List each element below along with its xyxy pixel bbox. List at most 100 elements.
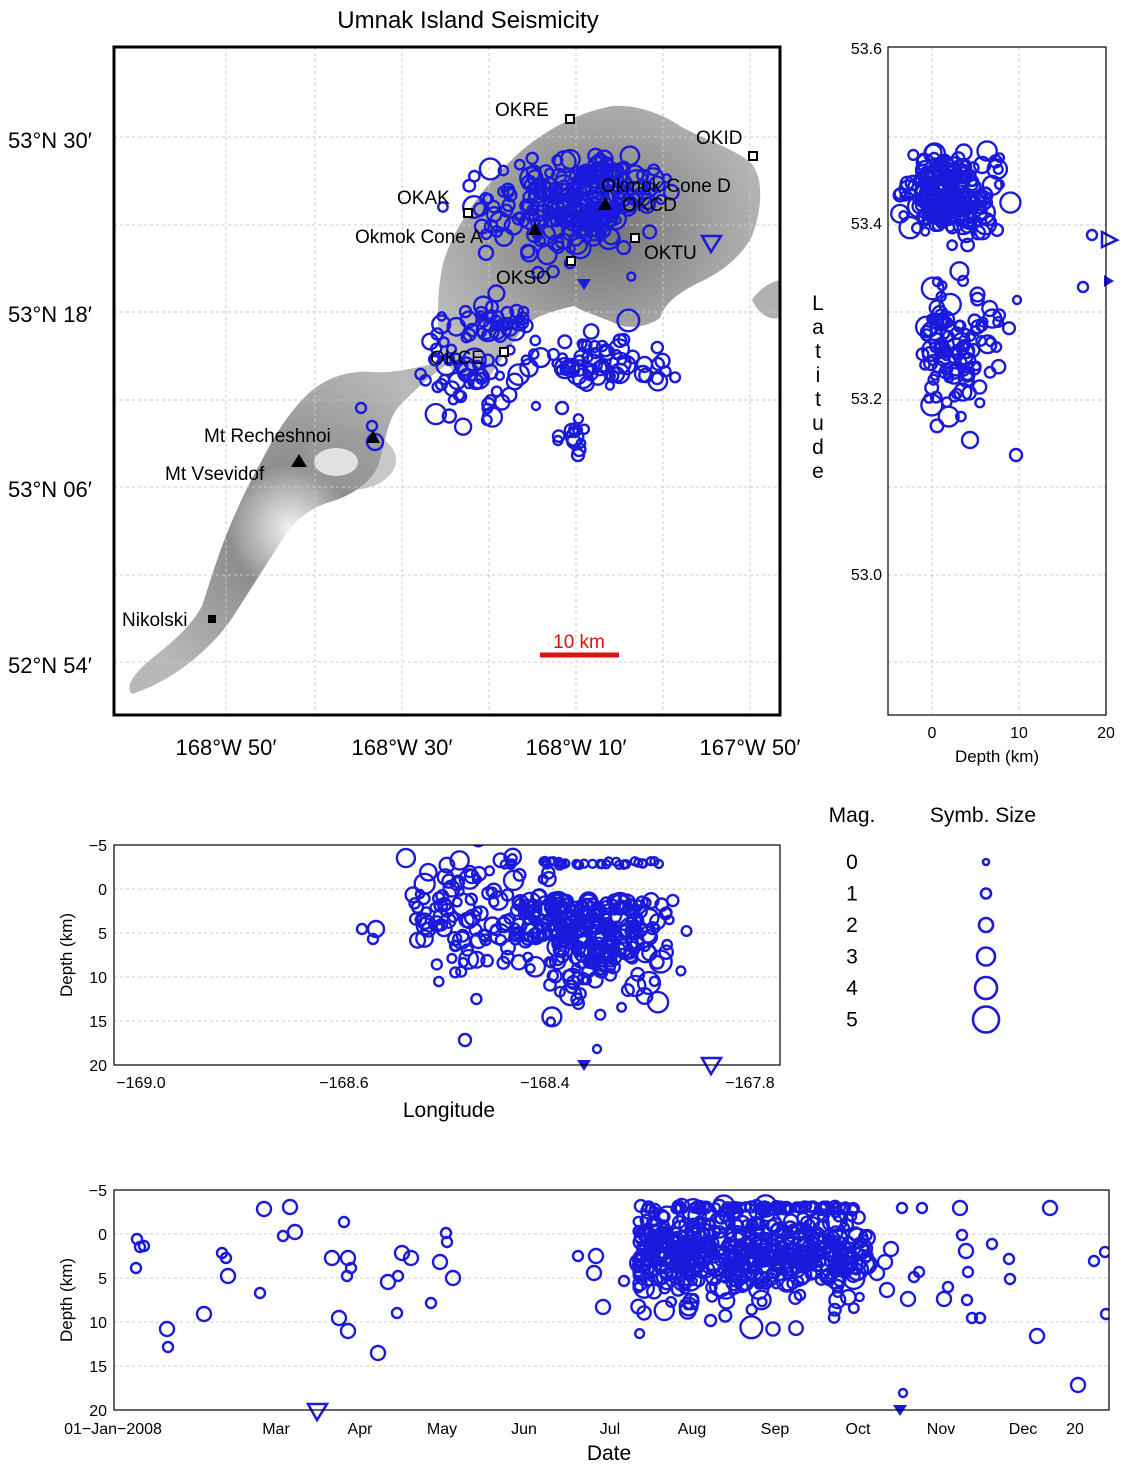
lat-depth-event xyxy=(914,172,929,187)
lon-depth-event xyxy=(483,865,496,877)
map-event-okmok xyxy=(603,207,627,231)
date-depth-event xyxy=(1028,1327,1046,1345)
lon-depth-event xyxy=(449,850,470,871)
lon-depth-event xyxy=(508,922,521,935)
lat-depth-event xyxy=(915,153,936,173)
lon-depth-event xyxy=(625,936,639,950)
date-depth-event xyxy=(585,1264,603,1282)
map-event-southwest xyxy=(481,402,494,415)
map-event-southeast xyxy=(553,356,577,380)
date-depth-event xyxy=(777,1201,792,1216)
lat-depth-event xyxy=(931,206,949,224)
date-xtick: Jul xyxy=(600,1421,620,1438)
map-event-southeast xyxy=(598,344,616,362)
map-event-southwest xyxy=(510,316,526,332)
lon-depth-event xyxy=(526,927,545,946)
date-depth-event xyxy=(630,1298,647,1315)
date-depth-event xyxy=(219,1251,233,1265)
date-depth-event xyxy=(745,1303,758,1316)
lon-ytick-3: 5 xyxy=(98,926,107,943)
date-depth-event xyxy=(915,1201,929,1215)
lat-depth-event xyxy=(937,405,960,428)
lon-xtick-1: −169.0 xyxy=(116,1075,165,1092)
map-event-okmok xyxy=(533,234,547,248)
lon-depth-event xyxy=(499,939,516,956)
lon-depth-event xyxy=(415,912,434,931)
legend-mag-label: 2 xyxy=(846,914,858,937)
date-depth-background xyxy=(114,1190,1109,1410)
volcano-vsevidof-icon xyxy=(291,454,307,467)
date-depth-event xyxy=(781,1258,800,1278)
lon-network-triangle-icon xyxy=(699,1056,724,1077)
lat-xtick-1: 0 xyxy=(928,725,937,742)
map-event-okmok xyxy=(568,169,583,184)
lon-depth-event xyxy=(629,856,640,867)
map-event-southwest xyxy=(490,385,503,398)
date-depth-event xyxy=(957,1242,975,1260)
legend-mag-label: 0 xyxy=(846,851,858,874)
lon-depth-event xyxy=(555,918,570,933)
lat-depth-event xyxy=(999,191,1022,214)
date-depth-event xyxy=(655,1205,679,1229)
map-event-okmok xyxy=(655,193,667,206)
date-depth-event xyxy=(708,1273,733,1298)
lon-depth-event xyxy=(455,965,468,978)
lon-depth-event xyxy=(500,888,515,902)
legend-rows: 0 1 2 3 4 5 xyxy=(846,851,1001,1034)
lon-depth-event xyxy=(553,985,566,998)
map-event-southwest xyxy=(475,372,489,386)
map-event-okmok xyxy=(462,178,477,193)
lon-depth-event xyxy=(590,901,607,917)
date-depth-event xyxy=(439,1226,453,1240)
station-oktu-label: OKTU xyxy=(644,243,697,264)
lon-depth-event xyxy=(447,911,460,924)
lon-depth-event xyxy=(661,938,673,951)
date-depth-event xyxy=(393,1244,411,1262)
map-event-southwest xyxy=(477,315,490,328)
lat-network-triangle-icon xyxy=(1100,229,1120,249)
date-xtick: 01−Jan−2008 xyxy=(64,1421,162,1438)
map-event-okmok xyxy=(570,196,588,215)
date-depth-event xyxy=(344,1261,358,1275)
lon-depth-yticks: −5 0 5 10 15 20 xyxy=(89,838,107,1075)
map-event-south xyxy=(572,413,585,425)
lon-depth-event xyxy=(609,907,629,927)
map-event-southwest xyxy=(424,402,447,426)
date-depth-event xyxy=(876,1253,894,1271)
map-event-southwest xyxy=(429,354,441,367)
map-event-southeast xyxy=(650,356,666,372)
lon-depth-event xyxy=(620,983,635,998)
date-depth-event xyxy=(713,1265,731,1283)
map-event-southwest xyxy=(453,417,473,436)
map-events xyxy=(354,145,682,463)
date-xtick: Oct xyxy=(846,1421,871,1438)
map-event-southeast xyxy=(668,371,682,384)
lat-depth-event xyxy=(907,148,920,162)
map-event-southeast xyxy=(581,339,593,351)
lat-tick-4: 52°N 54′ xyxy=(8,653,92,678)
lon-depth-event xyxy=(509,903,524,917)
map-event-okmok xyxy=(636,168,650,182)
date-depth-event xyxy=(827,1302,842,1317)
date-depth-event xyxy=(195,1305,213,1323)
lat-depth-event xyxy=(960,237,975,253)
lon-depth-event xyxy=(469,931,488,950)
lat-depth-event xyxy=(959,366,976,383)
lon-depth-grid xyxy=(114,888,780,1022)
lat-depth-event xyxy=(969,286,986,303)
date-depth-event xyxy=(632,1276,648,1292)
map-event-okmok xyxy=(638,196,656,215)
lat-depth-event xyxy=(929,370,941,381)
date-depth-event xyxy=(846,1201,861,1216)
date-xtick: Mar xyxy=(262,1421,290,1438)
lon-depth-event xyxy=(446,952,458,965)
date-depth-event xyxy=(770,1260,783,1273)
legend-size-symbol xyxy=(981,857,991,867)
map-event-south xyxy=(551,429,566,443)
lon-depth-event xyxy=(468,922,483,937)
date-depth-event xyxy=(1002,1252,1016,1266)
map-event-southeast xyxy=(563,361,581,379)
date-depth-event xyxy=(571,1249,585,1263)
lon-depth-event xyxy=(432,975,445,988)
